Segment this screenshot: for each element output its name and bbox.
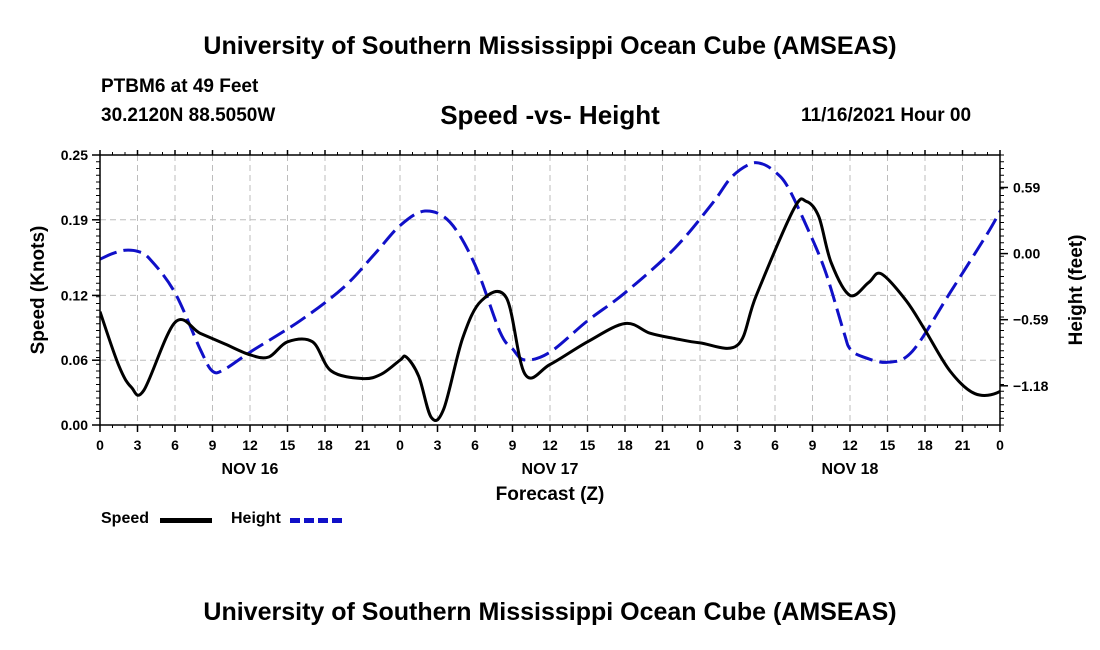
legend-speed-swatch	[160, 518, 212, 523]
x-tick-label: 15	[280, 437, 296, 453]
station-coordinates: 30.2120N 88.5050W	[101, 105, 276, 126]
y-right-tick-label: −1.18	[1013, 378, 1049, 394]
y-axis-right: −1.18 −0.59 0.00 0.59	[1000, 154, 1049, 426]
y-left-tick-label: 0.06	[61, 352, 88, 368]
x-tick-label: 0	[996, 437, 1004, 453]
x-tick-label: 18	[917, 437, 933, 453]
station-name: PTBM6 at 49 Feet	[101, 76, 259, 97]
x-tick-label: 15	[880, 437, 896, 453]
legend-height-swatch	[290, 518, 342, 523]
x-tick-label: 21	[955, 437, 971, 453]
x-day-label: NOV 16	[222, 461, 279, 478]
chart-subtitle: Speed -vs- Height	[440, 100, 660, 130]
y-axis-left-label: Speed (Knots)	[28, 226, 49, 355]
grid	[100, 155, 1000, 425]
x-tick-label: 6	[471, 437, 479, 453]
x-day-label: NOV 18	[822, 461, 879, 478]
x-tick-label: 3	[134, 437, 142, 453]
x-tick-label: 18	[317, 437, 333, 453]
footer-title: University of Southern Mississippi Ocean…	[203, 598, 897, 626]
x-tick-label: 9	[509, 437, 517, 453]
series-line-speed	[100, 197, 1000, 422]
forecast-datetime: 11/16/2021 Hour 00	[801, 105, 972, 126]
x-tick-label: 12	[542, 437, 558, 453]
y-right-tick-label: 0.00	[1013, 246, 1040, 262]
legend-height-label: Height	[231, 510, 281, 527]
y-left-tick-label: 0.00	[61, 417, 88, 433]
y-left-tick-label: 0.25	[61, 147, 88, 163]
y-right-tick-label: 0.59	[1013, 179, 1040, 195]
series-group	[100, 161, 1000, 422]
y-left-tick-label: 0.19	[61, 212, 88, 228]
x-tick-label: 0	[396, 437, 404, 453]
y-left-tick-label: 0.12	[61, 287, 88, 303]
legend-speed-label: Speed	[101, 510, 150, 527]
y-axis-left: 0.00 0.06 0.12 0.19 0.25	[61, 147, 100, 433]
x-tick-label: 9	[209, 437, 217, 453]
x-tick-label: 9	[809, 437, 817, 453]
x-axis: 0 3 6 9 12 15 18 21 0 3 6 9 12 15 18 21 0 3 6 9 12 15 18 21 0 NOV…	[96, 150, 1004, 478]
x-tick-label: 12	[842, 437, 858, 453]
x-tick-label: 6	[171, 437, 179, 453]
x-tick-label: 6	[771, 437, 779, 453]
x-day-label: NOV 17	[522, 461, 579, 478]
x-tick-label: 12	[242, 437, 258, 453]
x-tick-label: 3	[434, 437, 442, 453]
x-tick-label: 21	[355, 437, 371, 453]
x-tick-label: 21	[655, 437, 671, 453]
x-axis-label: Forecast (Z)	[496, 484, 605, 505]
x-tick-label: 18	[617, 437, 633, 453]
y-right-tick-label: −0.59	[1013, 312, 1049, 328]
main-title: University of Southern Mississippi Ocean…	[203, 32, 897, 60]
y-axis-right-label: Height (feet)	[1066, 235, 1087, 346]
x-tick-label: 15	[580, 437, 596, 453]
x-tick-label: 0	[696, 437, 704, 453]
x-tick-label: 0	[96, 437, 104, 453]
x-tick-label: 3	[734, 437, 742, 453]
